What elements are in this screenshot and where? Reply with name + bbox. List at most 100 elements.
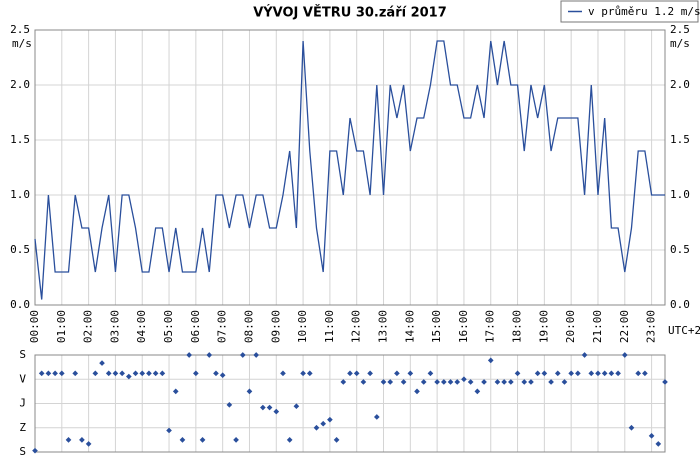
x-tick-label: 20:00 bbox=[564, 310, 577, 343]
x-tick-label: 07:00 bbox=[216, 310, 229, 343]
x-tick-label: 18:00 bbox=[511, 310, 524, 343]
x-tick-label: 01:00 bbox=[55, 310, 68, 343]
direction-point bbox=[320, 420, 327, 427]
direction-point bbox=[662, 379, 668, 385]
y-tick-label-right: 1.5 bbox=[670, 133, 690, 146]
direction-point bbox=[467, 379, 474, 385]
direction-point bbox=[199, 437, 206, 443]
y-tick-label: 0.5 bbox=[10, 243, 30, 256]
plot-frame bbox=[34, 354, 666, 453]
direction-point bbox=[146, 370, 152, 377]
direction-point bbox=[367, 370, 373, 377]
direction-point bbox=[400, 379, 407, 385]
x-tick-label: 17:00 bbox=[484, 310, 497, 343]
y-tick-label: 1.5 bbox=[10, 133, 30, 146]
direction-point bbox=[126, 373, 132, 380]
direction-point bbox=[373, 414, 380, 420]
direction-point bbox=[508, 379, 514, 385]
direction-point bbox=[588, 370, 595, 377]
direction-point bbox=[99, 360, 105, 366]
x-tick-label: 04:00 bbox=[135, 310, 148, 343]
direction-point bbox=[528, 379, 534, 385]
direction-point bbox=[642, 370, 648, 377]
y-unit: m/s bbox=[12, 37, 32, 50]
direction-point bbox=[487, 357, 494, 364]
direction-point bbox=[514, 370, 521, 377]
direction-point bbox=[474, 388, 481, 395]
direction-point bbox=[608, 370, 615, 377]
direction-point bbox=[193, 370, 199, 377]
direction-point bbox=[427, 370, 434, 377]
direction-point bbox=[226, 402, 233, 408]
y-tick-label-right: 2.5 bbox=[670, 23, 690, 36]
direction-point bbox=[52, 370, 58, 377]
direction-point bbox=[333, 437, 340, 443]
x-tick-label: 14:00 bbox=[403, 310, 416, 343]
x-tick-label: 11:00 bbox=[323, 310, 336, 343]
x-tick-label: 08:00 bbox=[242, 310, 255, 343]
direction-point bbox=[112, 370, 119, 377]
direction-point bbox=[313, 424, 320, 431]
x-tick-label: 22:00 bbox=[618, 310, 631, 343]
y-tick-label: S bbox=[19, 348, 26, 361]
direction-point bbox=[139, 370, 146, 377]
direction-point bbox=[461, 376, 467, 383]
direction-point bbox=[253, 352, 259, 358]
direction-point bbox=[521, 379, 528, 385]
direction-point bbox=[206, 352, 213, 358]
direction-point bbox=[655, 441, 662, 447]
direction-point bbox=[280, 370, 286, 377]
direction-point bbox=[213, 370, 219, 377]
direction-point bbox=[286, 437, 293, 443]
direction-point bbox=[447, 379, 454, 385]
direction-point bbox=[172, 388, 179, 395]
x-tick-label: 10:00 bbox=[296, 310, 309, 343]
y-tick-label: 2.5 bbox=[10, 23, 30, 36]
direction-point bbox=[648, 433, 655, 439]
x-tick-label: 13:00 bbox=[377, 310, 390, 343]
direction-point bbox=[293, 403, 300, 410]
direction-point bbox=[132, 370, 139, 377]
direction-point bbox=[360, 379, 367, 385]
direction-point bbox=[347, 370, 353, 377]
direction-point bbox=[575, 370, 581, 377]
direction-point bbox=[166, 427, 172, 434]
y-tick-label-right: 1.0 bbox=[670, 188, 690, 201]
direction-point bbox=[454, 379, 461, 385]
x-tick-label: 02:00 bbox=[82, 310, 95, 343]
y-unit-right: m/s bbox=[670, 37, 690, 50]
x-tick-label: 03:00 bbox=[108, 310, 121, 343]
legend-box bbox=[560, 0, 699, 23]
direction-point bbox=[85, 441, 92, 447]
direction-point bbox=[92, 370, 99, 377]
direction-point bbox=[434, 379, 440, 385]
x-tick-label: 09:00 bbox=[269, 310, 282, 343]
y-tick-label: S bbox=[19, 445, 26, 458]
x-tick-label: 06:00 bbox=[189, 310, 202, 343]
x-tick-label: 05:00 bbox=[162, 310, 175, 343]
direction-point bbox=[105, 370, 112, 377]
y-tick-label: 1.0 bbox=[10, 188, 30, 201]
direction-point bbox=[595, 370, 601, 377]
direction-point bbox=[601, 370, 608, 377]
direction-point bbox=[414, 388, 420, 395]
direction-point bbox=[306, 370, 313, 377]
direction-point bbox=[568, 370, 574, 377]
y-tick-label: V bbox=[19, 372, 26, 385]
direction-point bbox=[534, 370, 541, 377]
direction-point bbox=[179, 437, 186, 443]
direction-point bbox=[300, 370, 306, 377]
direction-point bbox=[554, 370, 561, 377]
direction-point bbox=[327, 416, 333, 423]
direction-point bbox=[159, 370, 166, 377]
direction-point bbox=[420, 379, 427, 385]
direction-point bbox=[219, 372, 226, 379]
direction-point bbox=[45, 370, 52, 377]
x-tick-label: 12:00 bbox=[350, 310, 363, 343]
direction-point bbox=[628, 424, 635, 431]
direction-point bbox=[152, 370, 159, 377]
direction-point bbox=[72, 370, 79, 377]
direction-point bbox=[58, 370, 65, 377]
direction-point bbox=[541, 370, 548, 377]
